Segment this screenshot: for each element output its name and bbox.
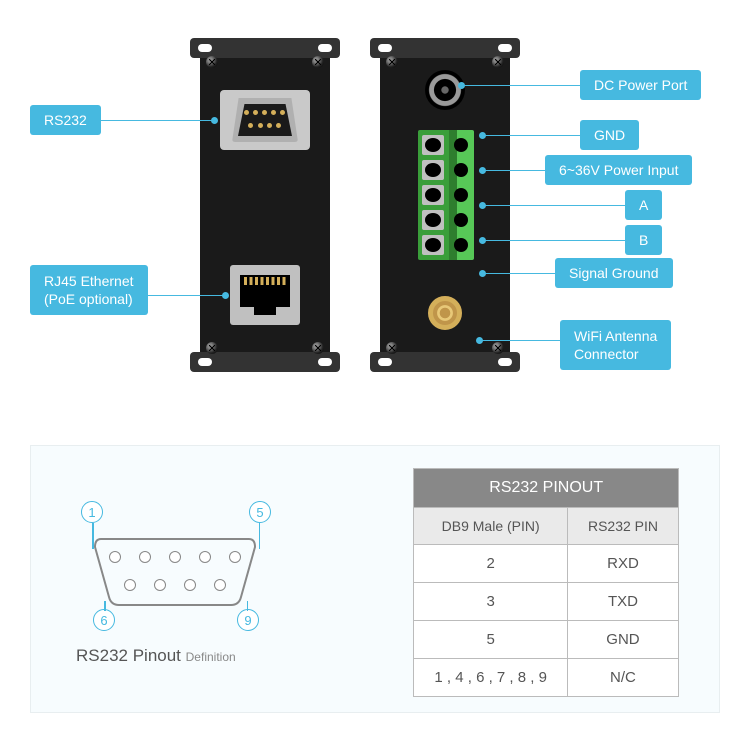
label-b: B [625, 225, 662, 255]
rs232-port [220, 90, 310, 150]
callout-line [483, 170, 545, 171]
top-device-panel: RS232 RJ45 Ethernet (PoE optional) DC Po… [0, 0, 750, 430]
terminal-block [418, 130, 474, 260]
pinout-panel: 1 5 6 9 RS232 Pinout Definition RS232 PI… [30, 445, 720, 713]
label-a: A [625, 190, 662, 220]
callout-line [140, 295, 225, 296]
col-header-sig: RS232 PIN [567, 508, 678, 545]
callout-line [483, 273, 555, 274]
callout-line [483, 135, 580, 136]
device-front-view [200, 50, 330, 360]
cell-signal: GND [567, 621, 678, 659]
table-row: 3TXD [414, 583, 679, 621]
label-power-in: 6~36V Power Input [545, 155, 692, 185]
rj45-port [230, 265, 300, 325]
corner-num-5: 5 [249, 501, 271, 523]
callout-line [462, 85, 580, 86]
sma-connector [428, 296, 462, 330]
callout-line [86, 120, 214, 121]
table-row: 2RXD [414, 545, 679, 583]
cell-pin: 3 [414, 583, 568, 621]
col-header-pin: DB9 Male (PIN) [414, 508, 568, 545]
callout-line [480, 340, 560, 341]
cell-signal: RXD [567, 545, 678, 583]
pinout-table: RS232 PINOUT DB9 Male (PIN) RS232 PIN 2R… [413, 468, 679, 697]
cell-pin: 1 , 4 , 6 , 7 , 8 , 9 [414, 659, 568, 697]
table-row: 5GND [414, 621, 679, 659]
pinout-caption: RS232 Pinout Definition [76, 646, 236, 666]
caption-main: RS232 Pinout [76, 646, 181, 665]
cell-pin: 5 [414, 621, 568, 659]
caption-sub: Definition [186, 650, 236, 664]
corner-num-1: 1 [81, 501, 103, 523]
cell-signal: TXD [567, 583, 678, 621]
db9-pinout-diagram: 1 5 6 9 [71, 501, 281, 631]
dc-power-port [425, 70, 465, 110]
label-gnd: GND [580, 120, 639, 150]
label-wifi: WiFi Antenna Connector [560, 320, 671, 370]
table-row: 1 , 4 , 6 , 7 , 8 , 9N/C [414, 659, 679, 697]
corner-num-6: 6 [93, 609, 115, 631]
label-signal-ground: Signal Ground [555, 258, 673, 288]
cell-signal: N/C [567, 659, 678, 697]
label-rj45: RJ45 Ethernet (PoE optional) [30, 265, 148, 315]
db9-outline-icon [91, 531, 259, 611]
callout-line [483, 205, 625, 206]
table-title: RS232 PINOUT [414, 469, 679, 508]
callout-line [483, 240, 625, 241]
cell-pin: 2 [414, 545, 568, 583]
corner-num-9: 9 [237, 609, 259, 631]
label-dc: DC Power Port [580, 70, 701, 100]
